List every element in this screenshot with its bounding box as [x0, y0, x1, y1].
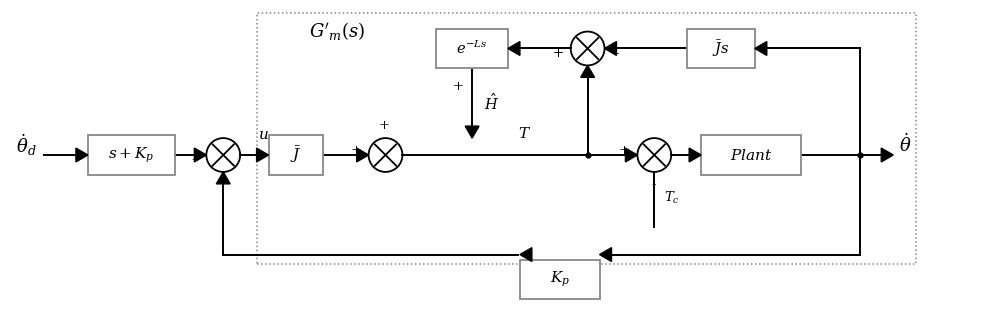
Text: -: - — [651, 178, 656, 191]
Bar — [687, 29, 755, 69]
Polygon shape — [600, 248, 611, 261]
Bar — [257, 13, 916, 264]
Text: $\dot{\theta}_d$: $\dot{\theta}_d$ — [16, 132, 37, 158]
Text: +: + — [453, 80, 464, 93]
Polygon shape — [520, 248, 532, 261]
Text: $G'_m(s)$: $G'_m(s)$ — [309, 20, 365, 42]
Polygon shape — [76, 148, 88, 162]
Polygon shape — [605, 42, 616, 55]
Polygon shape — [194, 148, 206, 162]
Bar — [88, 135, 175, 175]
Polygon shape — [257, 148, 269, 162]
Text: $\bar{J}$: $\bar{J}$ — [290, 145, 302, 165]
Text: $Plant$: $Plant$ — [730, 148, 772, 162]
Text: $K_p$: $K_p$ — [550, 270, 570, 289]
Polygon shape — [465, 126, 479, 138]
Text: $\bar{J}s$: $\bar{J}s$ — [712, 38, 730, 59]
Text: +: + — [619, 144, 630, 157]
Bar — [269, 135, 323, 175]
Text: +: + — [379, 119, 390, 132]
Polygon shape — [625, 148, 637, 162]
Text: -: - — [191, 153, 196, 166]
Bar — [520, 259, 600, 299]
Text: -: - — [614, 47, 619, 60]
Text: +: + — [350, 144, 361, 157]
Text: $e^{-Ls}$: $e^{-Ls}$ — [456, 40, 488, 57]
Text: $T_c$: $T_c$ — [664, 190, 680, 206]
Bar — [701, 135, 801, 175]
Polygon shape — [689, 148, 701, 162]
Bar — [436, 29, 508, 69]
Polygon shape — [508, 42, 520, 55]
Polygon shape — [357, 148, 369, 162]
Polygon shape — [581, 65, 595, 78]
Text: $\dot{\theta}$: $\dot{\theta}$ — [899, 134, 912, 156]
Text: $\hat{H}$: $\hat{H}$ — [484, 93, 499, 113]
Text: +: + — [552, 47, 563, 60]
Polygon shape — [755, 42, 767, 55]
Polygon shape — [216, 172, 230, 184]
Text: $s+K_p$: $s+K_p$ — [108, 145, 155, 165]
Text: $u$: $u$ — [258, 128, 269, 142]
Text: +: + — [217, 178, 228, 191]
Text: +: + — [552, 47, 563, 60]
Text: $T$: $T$ — [518, 126, 531, 141]
Polygon shape — [881, 148, 893, 162]
